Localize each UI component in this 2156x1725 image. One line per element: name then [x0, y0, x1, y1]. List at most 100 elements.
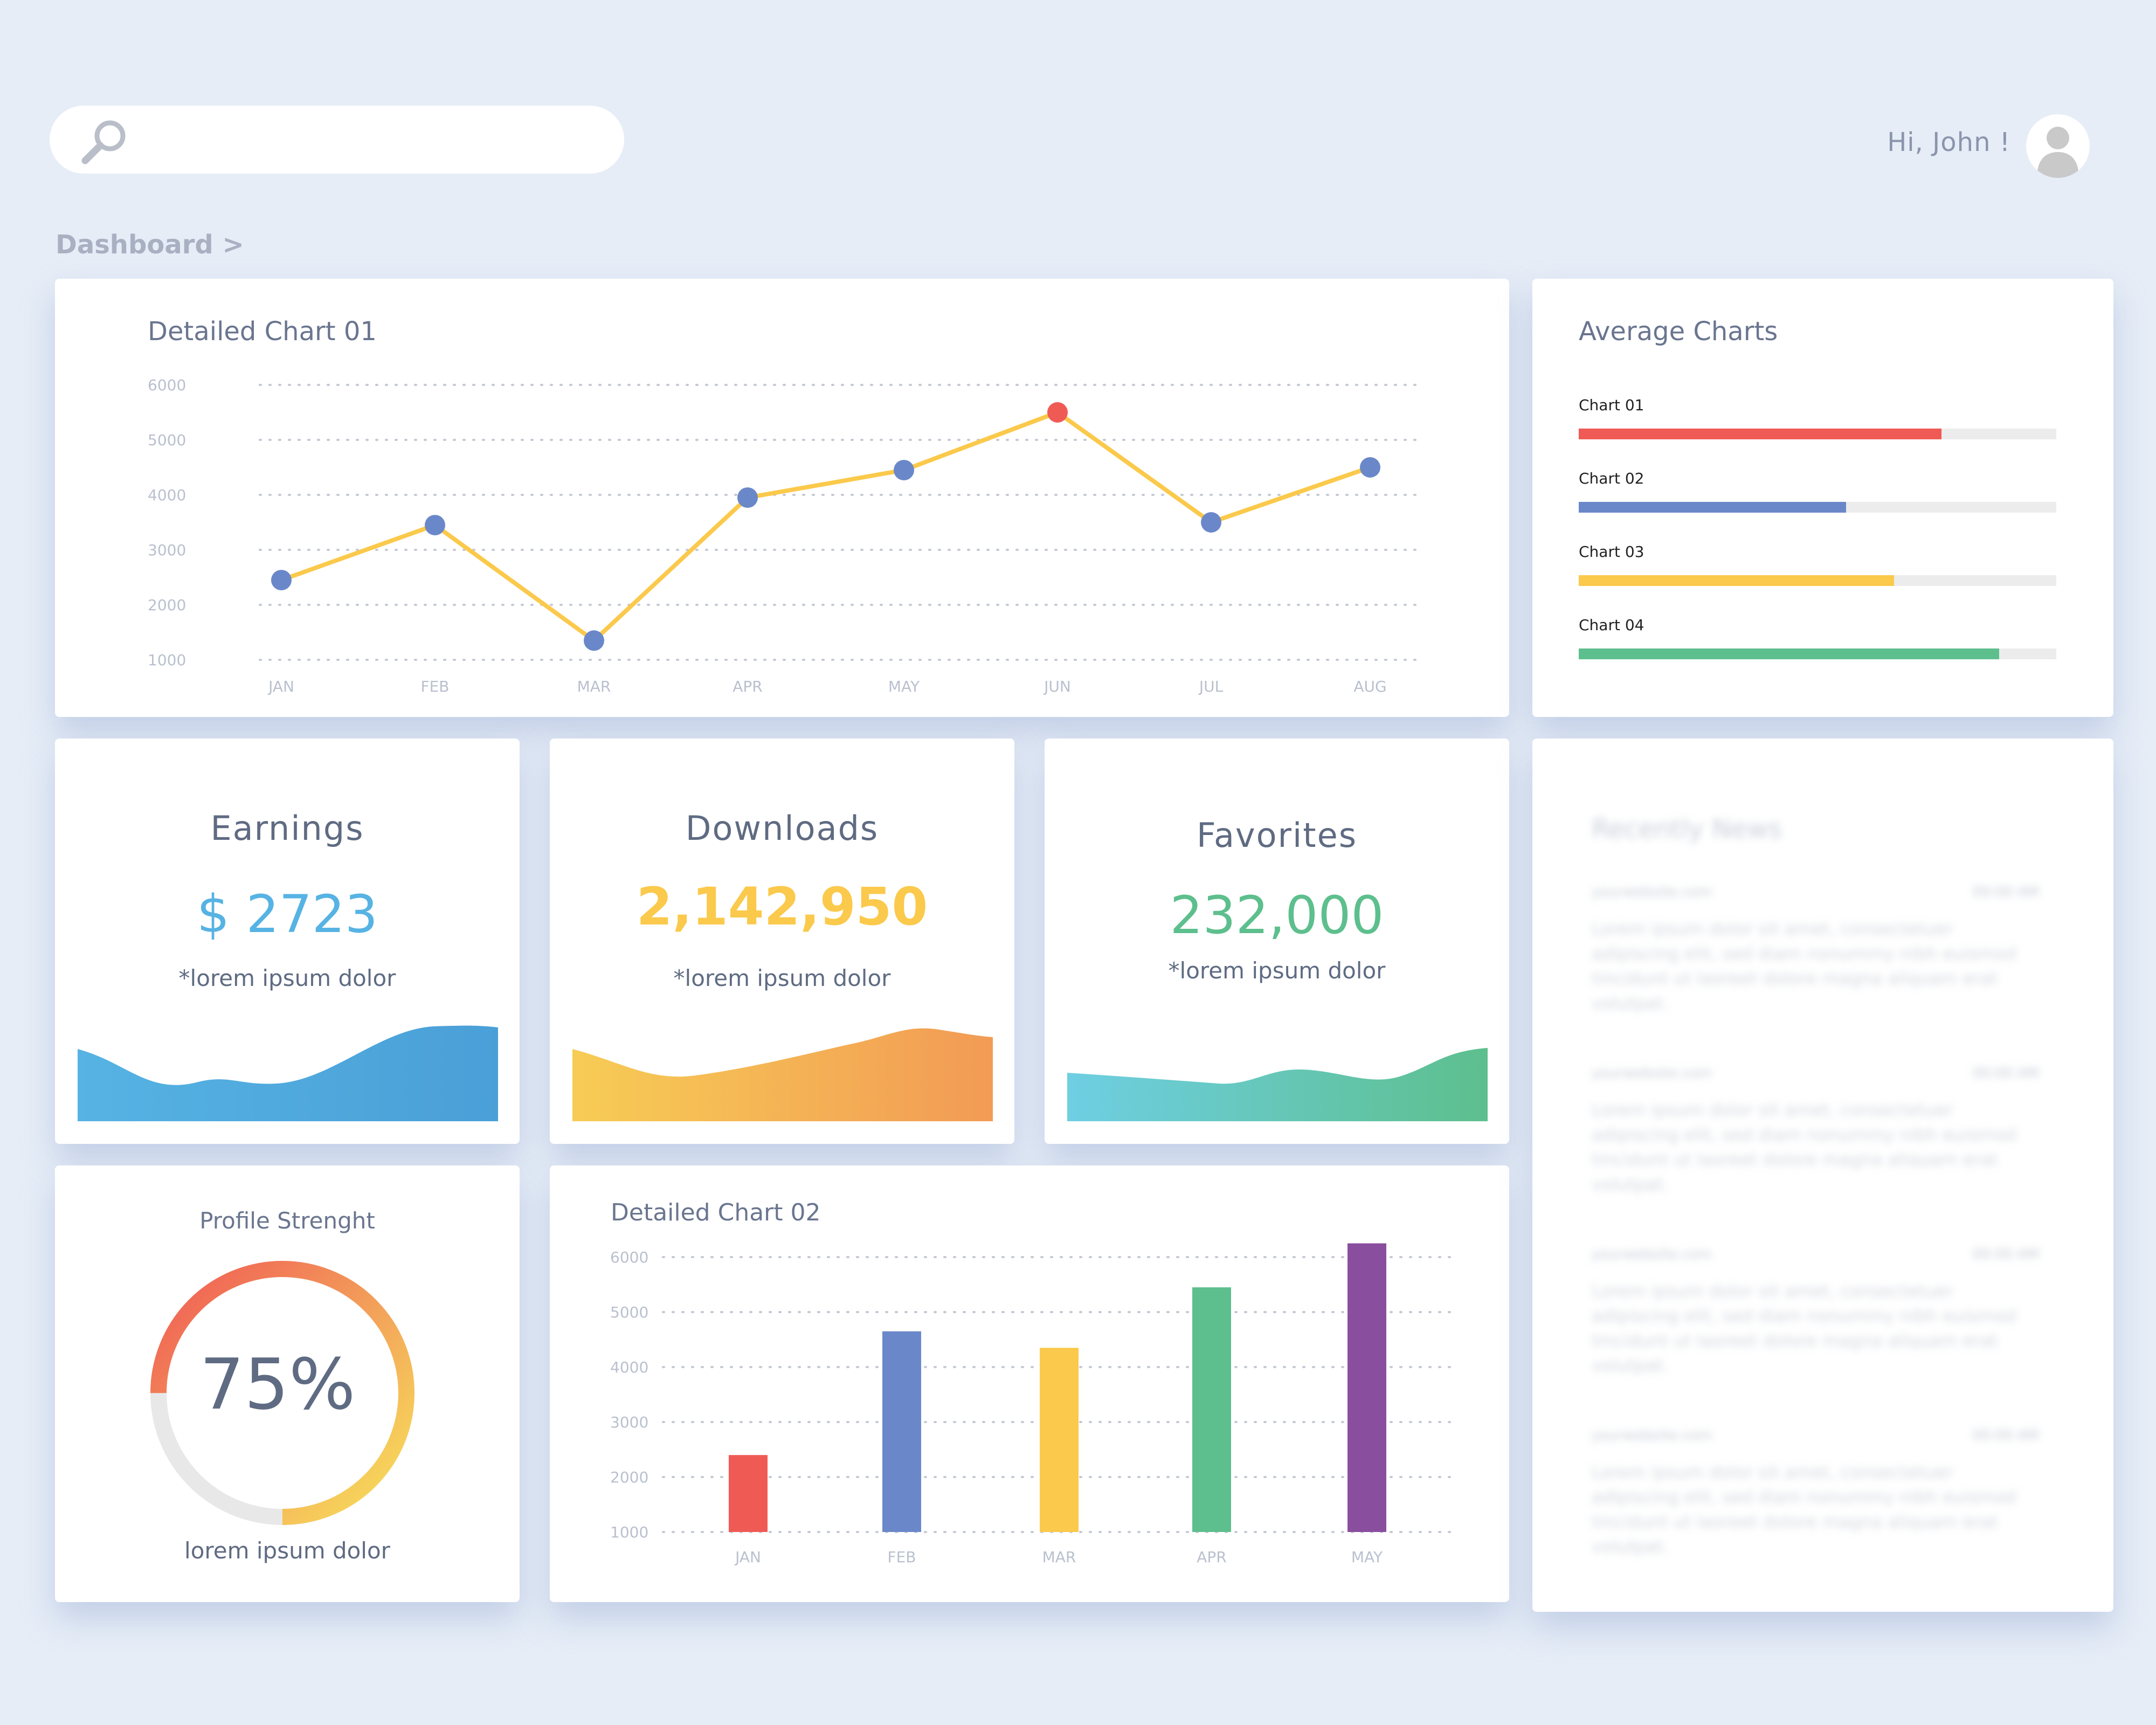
news-meta: yourwebsite.com 00:00 AM — [1592, 1065, 2039, 1081]
search-icon — [81, 120, 126, 164]
news-time: 00:00 AM — [1972, 884, 2039, 900]
data-point[interactable] — [894, 460, 914, 481]
y-tick-label: 6000 — [148, 376, 186, 394]
data-point[interactable] — [584, 630, 604, 651]
data-point[interactable] — [1047, 402, 1068, 423]
y-tick-label: 2000 — [148, 596, 186, 614]
average-bar-fill — [1579, 575, 1894, 586]
bar[interactable] — [729, 1455, 768, 1532]
y-tick-label: 5000 — [148, 431, 186, 449]
news-time: 00:00 AM — [1972, 1427, 2039, 1444]
stat-value: $ 2723 — [197, 884, 378, 944]
data-point[interactable] — [271, 570, 292, 591]
x-tick-label: JUN — [1043, 678, 1071, 695]
stat-title: Favorites — [1196, 816, 1358, 855]
average-bar-fill — [1579, 648, 1999, 659]
x-tick-label: FEB — [420, 678, 449, 695]
y-tick-label: 1000 — [610, 1523, 648, 1541]
average-bar-track — [1579, 648, 2056, 659]
y-tick-label: 2000 — [610, 1468, 648, 1486]
stat-caption: *lorem ipsum dolor — [178, 965, 396, 991]
bar[interactable] — [1348, 1243, 1386, 1533]
search-input[interactable] — [147, 119, 602, 162]
average-bar-track — [1579, 575, 2056, 586]
average-bar-label: Chart 03 — [1579, 543, 1644, 561]
data-point[interactable] — [737, 487, 758, 508]
search-bar[interactable] — [50, 106, 624, 174]
y-tick-label: 3000 — [148, 541, 186, 559]
x-tick-label: AUG — [1353, 678, 1386, 695]
x-tick-label: MAY — [888, 678, 920, 695]
average-bar-label: Chart 01 — [1579, 396, 1644, 414]
profile-percent: 75% — [199, 1343, 356, 1425]
avatar[interactable] — [2026, 114, 2090, 178]
average-bar-fill — [1579, 502, 1847, 513]
card-title: Recently News — [1592, 814, 1782, 844]
y-tick-label: 4000 — [148, 486, 186, 504]
detailed-chart-01-card: Detailed Chart 01 6000 5000 4000 3000 2000 10… — [55, 279, 1509, 717]
x-tick-label: JAN — [734, 1548, 761, 1566]
stat-value: 2,142,950 — [636, 877, 928, 937]
x-tick-label: MAR — [577, 678, 611, 695]
bar-chart: 6000 5000 4000 3000 2000 1000 JAN FEB MAR APR MAY — [610, 1243, 1451, 1566]
bar[interactable] — [1192, 1287, 1231, 1532]
card-title: Detailed Chart 01 — [148, 316, 377, 347]
y-tick-label: 5000 — [610, 1303, 648, 1321]
x-tick-label: JAN — [267, 678, 294, 695]
bar[interactable] — [882, 1331, 921, 1532]
card-title: Detailed Chart 02 — [611, 1199, 821, 1226]
x-tick-label: APR — [733, 678, 763, 695]
stat-title: Earnings — [210, 809, 364, 848]
y-tick-label: 4000 — [610, 1358, 648, 1376]
news-item-text[interactable]: Lorem ipsum dolor sit amet, consectetuer… — [1592, 1281, 2016, 1376]
news-time: 00:00 AM — [1972, 1065, 2039, 1081]
detailed-chart-02-card: Detailed Chart 02 6000 5000 4000 3000 2000 10… — [550, 1165, 1509, 1602]
news-source[interactable]: yourwebsite.com — [1592, 1427, 1712, 1444]
news-meta: yourwebsite.com 00:00 AM — [1592, 884, 2039, 900]
y-tick-label: 3000 — [610, 1413, 648, 1431]
news-source[interactable]: yourwebsite.com — [1592, 884, 1712, 900]
line-chart: 6000 5000 4000 3000 2000 1000 JAN FEB MAR APR MAY J… — [148, 376, 1425, 695]
user-icon — [2037, 127, 2079, 178]
profile-caption: lorem ipsum dolor — [184, 1537, 390, 1564]
average-bar-label: Chart 02 — [1579, 470, 1644, 487]
earnings-area-chart — [78, 1025, 498, 1121]
x-tick-label: MAY — [1351, 1548, 1383, 1566]
data-point[interactable] — [425, 515, 445, 536]
data-point[interactable] — [1201, 512, 1221, 533]
profile-progress-ring — [150, 1261, 414, 1525]
stat-value: 232,000 — [1170, 885, 1384, 946]
bar[interactable] — [1040, 1348, 1079, 1532]
y-tick-label: 1000 — [148, 651, 186, 669]
news-item-text[interactable]: Lorem ipsum dolor sit amet, consectetuer… — [1592, 1100, 2016, 1195]
data-point[interactable] — [1360, 457, 1380, 478]
average-bar-label: Chart 04 — [1579, 616, 1644, 634]
news-source[interactable]: yourwebsite.com — [1592, 1246, 1712, 1262]
news-item-text[interactable]: Lorem ipsum dolor sit amet, consectetuer… — [1592, 919, 2016, 1013]
favorites-card: Favorites 232,000 *lorem ipsum dolor — [1045, 739, 1509, 1144]
news-meta: yourwebsite.com 00:00 AM — [1592, 1427, 2039, 1444]
card-title: Average Charts — [1579, 316, 1778, 347]
average-charts-card: Average Charts Chart 01 Chart 02 Chart 03 C… — [1532, 279, 2113, 717]
user-greeting: Hi, John ! — [1887, 127, 2010, 157]
stat-caption: *lorem ipsum dolor — [1168, 957, 1386, 984]
series-line — [280, 410, 1371, 643]
recently-news-card: Recently News yourwebsite.com 00:00 AM Lor… — [1532, 739, 2113, 1612]
stat-title: Downloads — [685, 809, 879, 848]
stat-caption: *lorem ipsum dolor — [673, 965, 891, 991]
downloads-area-chart — [572, 1028, 993, 1121]
x-tick-label: APR — [1197, 1548, 1227, 1566]
profile-strength-card: Profile Strenght 75% lorem ipsum dolor — [55, 1165, 520, 1602]
x-tick-label: FEB — [887, 1548, 916, 1566]
news-time: 00:00 AM — [1972, 1246, 2039, 1262]
news-source[interactable]: yourwebsite.com — [1592, 1065, 1712, 1081]
news-meta: yourwebsite.com 00:00 AM — [1592, 1246, 2039, 1262]
earnings-card: Earnings $ 2723 *lorem ipsum dolor — [55, 739, 520, 1144]
news-item-text[interactable]: Lorem ipsum dolor sit amet, consectetuer… — [1592, 1462, 2016, 1557]
breadcrumb[interactable]: Dashboard > — [56, 230, 244, 260]
x-tick-label: JUL — [1198, 678, 1224, 695]
average-bar-fill — [1579, 429, 1942, 439]
x-tick-label: MAR — [1042, 1548, 1076, 1566]
average-bar-track — [1579, 429, 2056, 439]
average-bar-track — [1579, 502, 2056, 513]
